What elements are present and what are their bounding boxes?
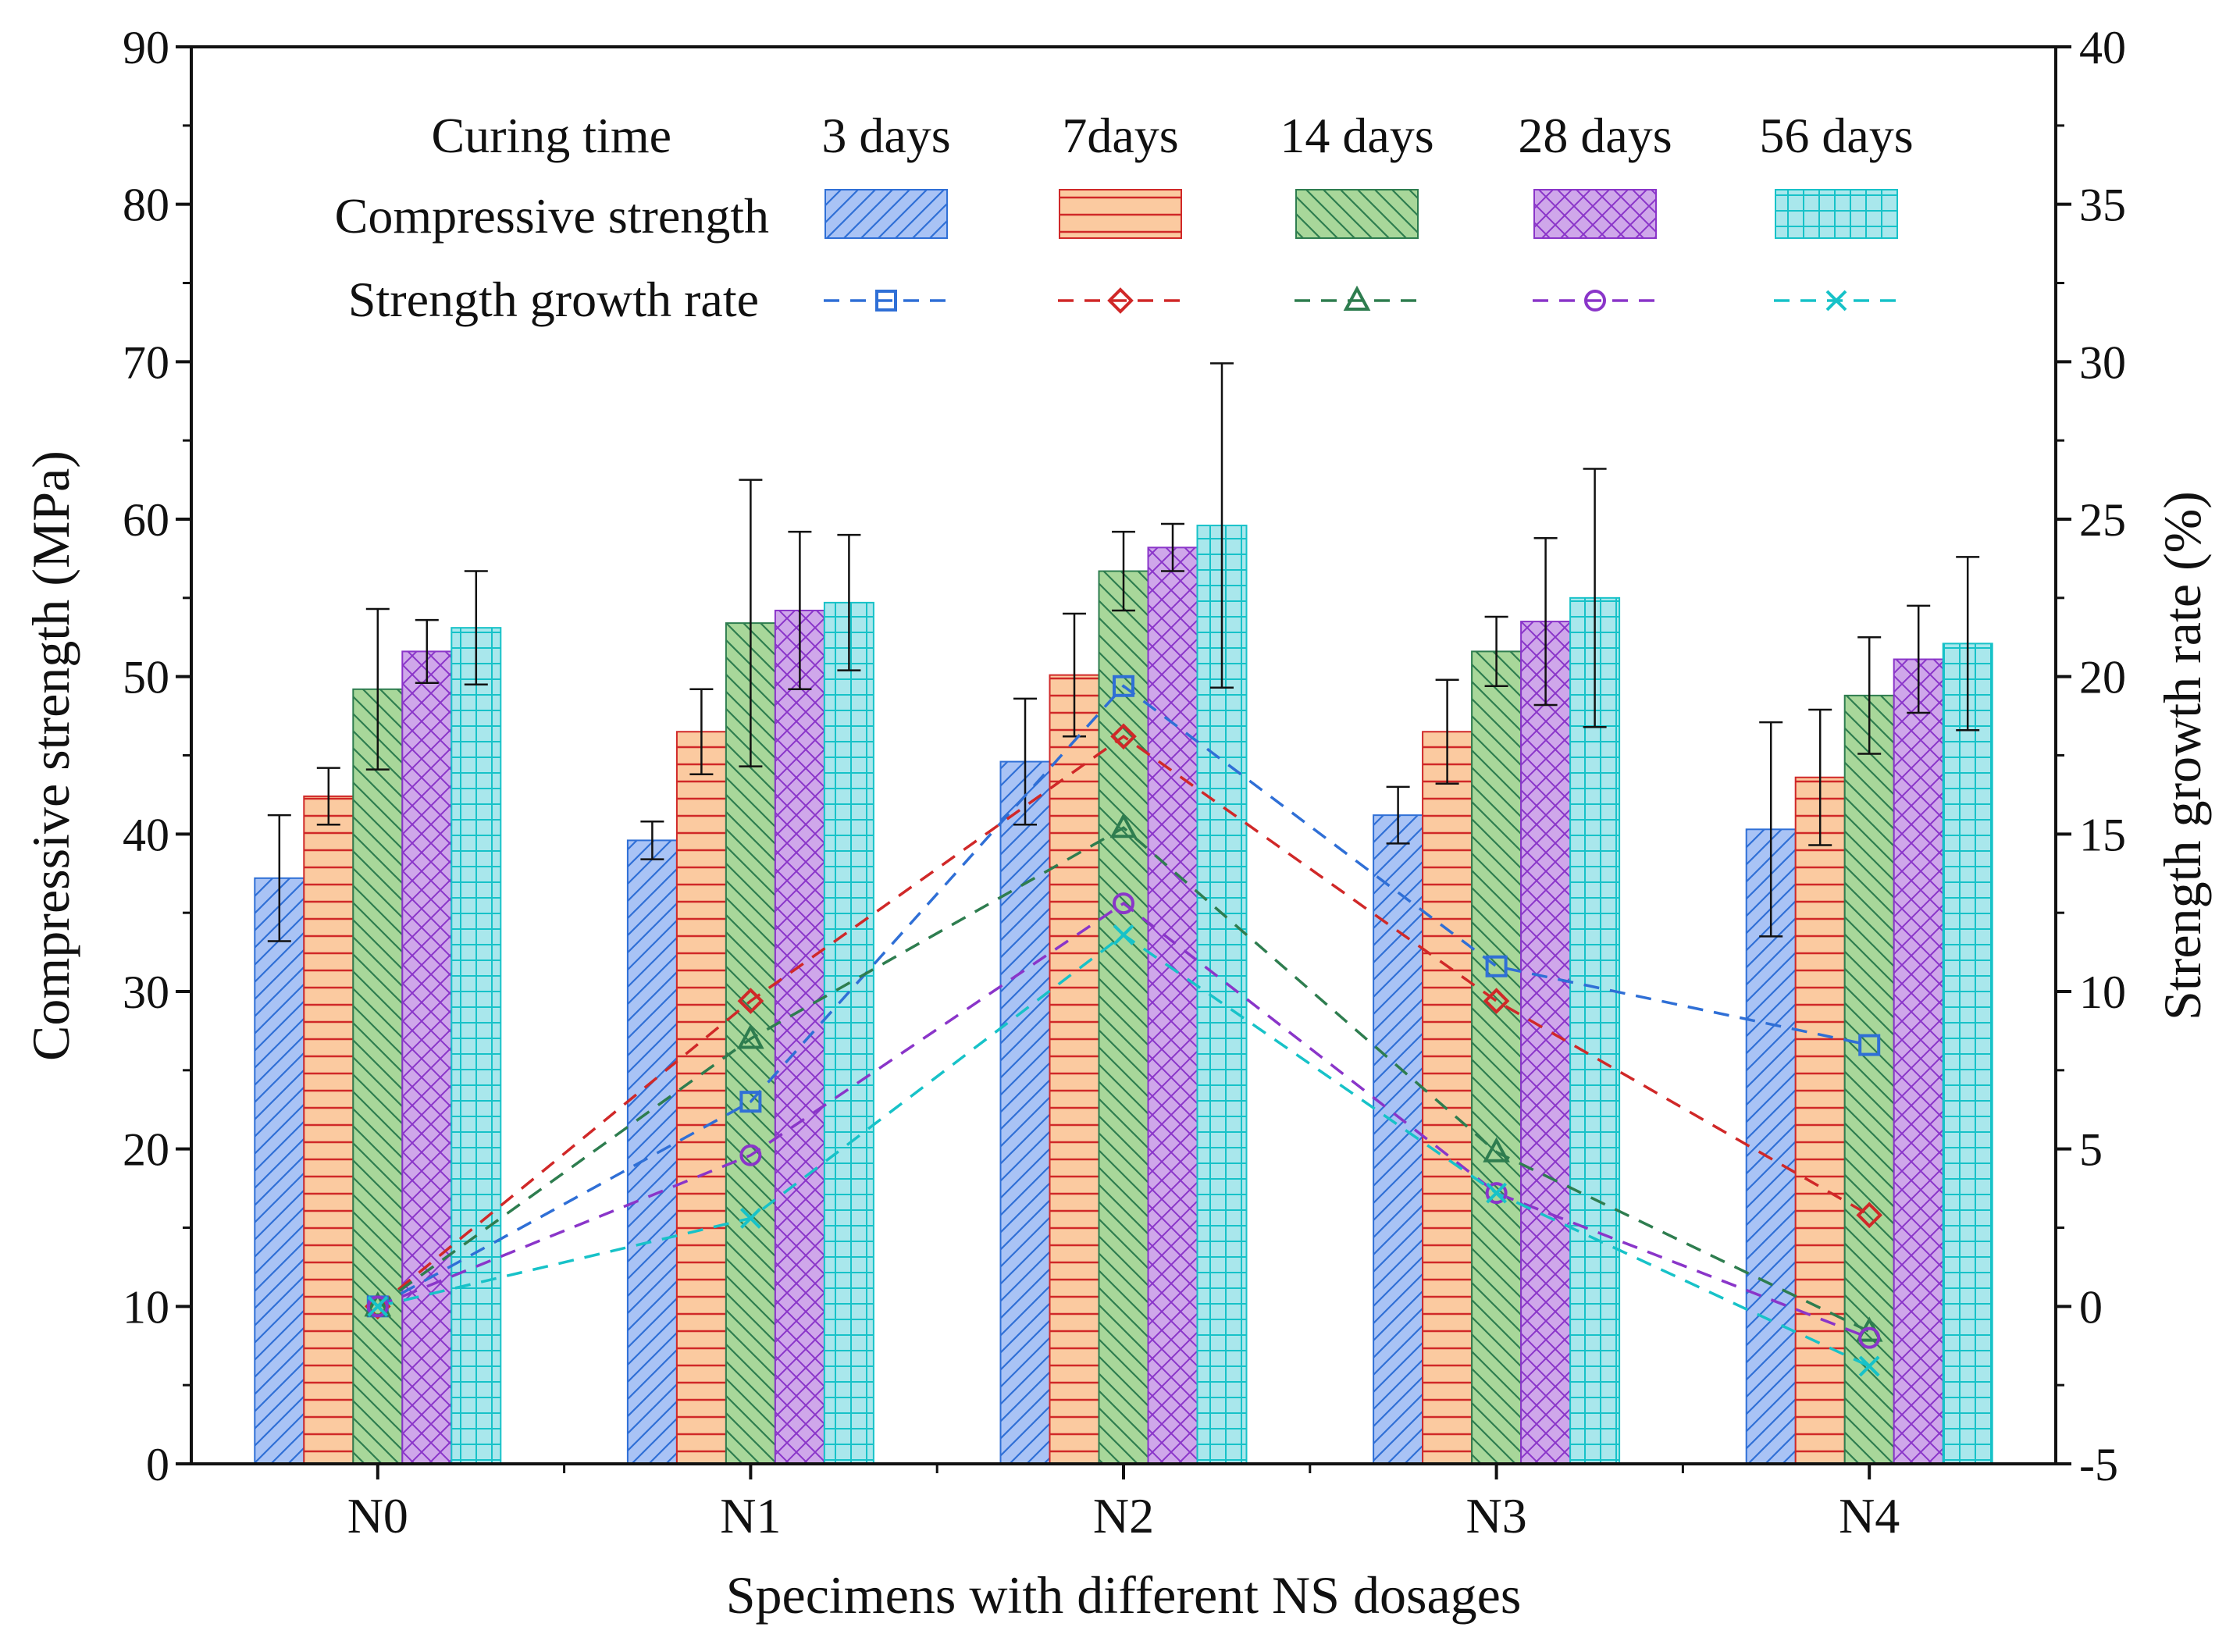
- y2-tick-label: 35: [2079, 180, 2126, 231]
- bar-n3-14-days: [1471, 650, 1522, 1465]
- bar-n1-56-days: [823, 601, 874, 1465]
- growth-point-n3-7days: [1483, 988, 1510, 1014]
- growth-point-n1-3-days: [739, 1091, 762, 1113]
- growth-point-n2-56-days: [1113, 924, 1134, 945]
- legend-swatch-56-days: [1775, 189, 1898, 239]
- y2-tick-label: 15: [2079, 809, 2126, 860]
- y-tick-label: 10: [123, 1281, 169, 1333]
- legend: Curing time Compressive strength Strengt…: [335, 108, 1914, 327]
- bar-n3-3-days: [1373, 814, 1424, 1465]
- growth-point-n4-28-days: [1858, 1326, 1881, 1349]
- legend-header-7-days: 7days: [1062, 108, 1178, 163]
- bar-n0-3-days: [254, 877, 305, 1465]
- y2-tick-label: 20: [2079, 652, 2126, 703]
- growth-point-n2-3-days: [1113, 675, 1134, 697]
- y2-tick-label: 30: [2079, 336, 2126, 388]
- x-tick-label-n3: N3: [1466, 1488, 1526, 1543]
- x-tick-label-n1: N1: [720, 1488, 781, 1543]
- bar-n4-7days: [1794, 776, 1846, 1465]
- growth-point-n1-56-days: [739, 1207, 761, 1229]
- y-tick-label: 90: [123, 22, 169, 73]
- y2-tick-label: 5: [2079, 1124, 2103, 1176]
- y-tick-label: 60: [123, 494, 169, 546]
- y-tick-label: 30: [123, 967, 169, 1018]
- y2-tick-label: 40: [2079, 22, 2126, 73]
- bar-n2-28-days: [1147, 547, 1198, 1465]
- legend-row-curing-time: Curing time: [431, 108, 671, 163]
- bar-n0-14-days: [352, 688, 404, 1465]
- growth-point-n3-14-days: [1483, 1137, 1510, 1162]
- growth-line-7days: [376, 735, 1871, 1308]
- bar-n3-7days: [1422, 731, 1473, 1465]
- bar-n2-7days: [1049, 674, 1100, 1465]
- bar-n0-28-days: [401, 650, 453, 1465]
- legend-row-strength-growth-rate: Strength growth rate: [348, 272, 759, 327]
- y2-tick-label: 10: [2079, 967, 2126, 1018]
- y-tick-label: 0: [146, 1439, 169, 1490]
- growth-point-n2-28-days: [1113, 892, 1134, 915]
- legend-header-14-days: 14 days: [1280, 108, 1433, 163]
- y2-axis-title: Strength growth rate (%): [2153, 491, 2212, 1020]
- bar-n3-28-days: [1520, 621, 1572, 1465]
- x-tick-label-n0: N0: [347, 1488, 408, 1543]
- y-tick-label: 80: [123, 180, 169, 231]
- error-bars-layer: [267, 362, 1980, 942]
- legend-row-compressive-strength: Compressive strength: [335, 188, 769, 244]
- axis-ticks: 0 10 20 30 40 50 60 70 80 90 -5 0 5 10 15 20 25 30 35 40 N0 N…: [123, 22, 2126, 1543]
- bar-n1-28-days: [774, 609, 825, 1465]
- growth-point-n2-7days: [1110, 723, 1137, 750]
- y-tick-label: 20: [123, 1124, 169, 1176]
- growth-point-n1-14-days: [737, 1024, 764, 1049]
- growth-line-3-days: [376, 684, 1870, 1308]
- growth-point-n3-28-days: [1485, 1182, 1508, 1205]
- bar-n4-28-days: [1893, 658, 1944, 1465]
- legend-marker-56-days: [1825, 290, 1847, 312]
- legend-marker-3-days: [875, 290, 897, 312]
- legend-header-3-days: 3 days: [821, 108, 950, 163]
- growth-point-n1-28-days: [739, 1144, 762, 1166]
- bar-n4-56-days: [1942, 643, 1993, 1465]
- growth-point-n4-3-days: [1858, 1034, 1881, 1056]
- legend-swatch-3-days: [824, 189, 948, 239]
- growth-point-n3-3-days: [1485, 955, 1508, 977]
- bar-n1-3-days: [626, 839, 678, 1465]
- bar-n2-3-days: [999, 760, 1051, 1465]
- y2-tick-label: -5: [2079, 1439, 2118, 1490]
- x-axis-title: Specimens with different NS dosages: [726, 1565, 1522, 1625]
- bars-layer: [254, 525, 1993, 1465]
- legend-header-56-days: 56 days: [1759, 108, 1913, 163]
- y2-tick-label: 25: [2079, 494, 2126, 546]
- growth-point-n1-7days: [737, 988, 764, 1014]
- legend-swatch-28-days: [1533, 189, 1657, 239]
- bar-n3-56-days: [1569, 596, 1621, 1465]
- legend-marker-14-days: [1343, 285, 1371, 311]
- growth-markers-layer: [364, 675, 1883, 1377]
- x-tick-label-n2: N2: [1093, 1488, 1154, 1543]
- bar-n0-56-days: [451, 627, 502, 1465]
- legend-header-28-days: 28 days: [1518, 108, 1672, 163]
- growth-line-28-days: [377, 901, 1870, 1340]
- y-tick-label: 40: [123, 809, 169, 860]
- growth-point-n4-7days: [1856, 1202, 1883, 1229]
- y2-tick-label: 0: [2079, 1281, 2103, 1333]
- x-tick-label-n4: N4: [1839, 1488, 1900, 1543]
- growth-line-14-days: [376, 826, 1870, 1333]
- y-tick-label: 70: [123, 336, 169, 388]
- growth-point-n0-56-days: [367, 1295, 389, 1317]
- bar-n1-7days: [675, 731, 727, 1465]
- bar-n0-7days: [303, 795, 354, 1465]
- growth-point-n3-56-days: [1486, 1182, 1508, 1204]
- y-axis-title: Compressive strength (MPa): [21, 450, 80, 1061]
- y-tick-label: 50: [123, 652, 169, 703]
- growth-point-n4-56-days: [1858, 1355, 1880, 1377]
- legend-marker-28-days: [1584, 290, 1606, 312]
- legend-marker-7days: [1107, 287, 1134, 314]
- growth-point-n0-28-days: [366, 1295, 389, 1318]
- growth-point-n2-14-days: [1109, 813, 1138, 838]
- legend-swatch-14-days: [1295, 189, 1419, 239]
- legend-swatch-7days: [1059, 189, 1182, 239]
